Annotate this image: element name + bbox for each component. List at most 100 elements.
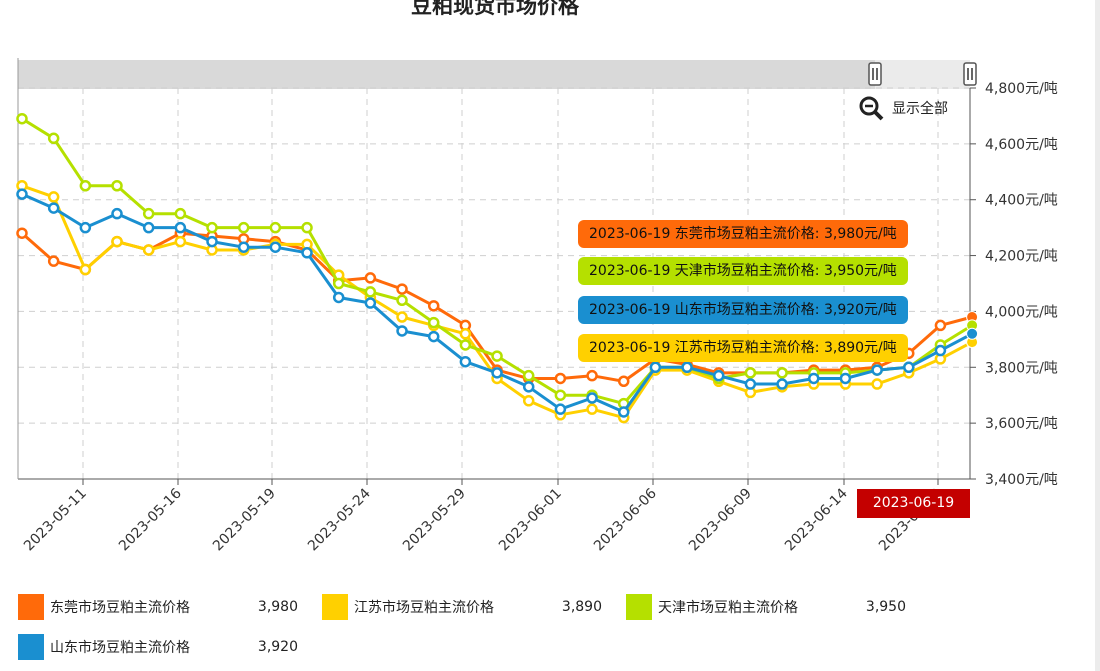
legend-swatch bbox=[18, 634, 44, 660]
data-point bbox=[111, 180, 123, 192]
data-point bbox=[586, 392, 598, 404]
data-point bbox=[776, 367, 788, 379]
zoom-track bbox=[18, 60, 970, 89]
data-point bbox=[174, 207, 187, 220]
data-point bbox=[934, 344, 947, 357]
data-point bbox=[459, 355, 472, 368]
data-point bbox=[269, 241, 282, 253]
y-tick-label: 3,600元/吨 bbox=[985, 416, 1058, 432]
data-point bbox=[871, 364, 883, 376]
data-point bbox=[79, 221, 92, 234]
legend-label: 江苏市场豆粕主流价格 bbox=[354, 600, 494, 616]
data-point bbox=[396, 294, 408, 307]
chart-title: 豆粕现货市场价格 bbox=[411, 0, 579, 18]
data-point bbox=[522, 381, 535, 393]
zoom-navigator bbox=[18, 60, 977, 89]
y-tick-label: 4,800元/吨 bbox=[985, 81, 1058, 97]
data-point bbox=[206, 235, 218, 248]
series-3 bbox=[16, 188, 979, 418]
legend-label: 山东市场豆粕主流价格 bbox=[50, 640, 190, 656]
data-point bbox=[269, 221, 282, 234]
data-point bbox=[142, 244, 155, 256]
legend-value: 3,890 bbox=[561, 599, 602, 615]
legend-value: 3,920 bbox=[257, 639, 298, 655]
data-point bbox=[744, 378, 757, 390]
data-point bbox=[111, 235, 123, 248]
data-point-highlight bbox=[966, 327, 979, 340]
data-point bbox=[47, 255, 60, 267]
x-tick-label: 2023-05-24 bbox=[305, 485, 374, 554]
data-point bbox=[142, 207, 155, 220]
data-point bbox=[364, 286, 377, 298]
data-point bbox=[427, 300, 440, 312]
data-point bbox=[79, 263, 92, 276]
data-point bbox=[617, 375, 630, 387]
zoom-window bbox=[875, 60, 970, 89]
legend-swatch bbox=[626, 594, 652, 620]
data-point bbox=[301, 247, 313, 259]
tooltip-shandong: 2023-06-19 山东市场豆粕主流价格: 3,920元/吨 bbox=[578, 296, 908, 324]
y-tick-label: 4,400元/吨 bbox=[985, 193, 1058, 209]
data-point bbox=[617, 406, 630, 418]
x-tick-label: 2023-05-11 bbox=[21, 486, 90, 555]
legend-item-jiangsu[interactable]: 江苏市场豆粕主流价格 3,890 bbox=[322, 594, 602, 620]
zoom-handle-left[interactable] bbox=[868, 62, 882, 86]
x-tick-label: 2023-05-16 bbox=[116, 485, 185, 554]
data-point bbox=[396, 325, 408, 337]
data-point bbox=[839, 372, 852, 385]
tooltip-tianjin: 2023-06-19 天津市场豆粕主流价格: 3,950元/吨 bbox=[578, 257, 908, 285]
legend-value: 3,950 bbox=[865, 599, 906, 615]
data-point bbox=[744, 367, 757, 379]
tooltip-dongguan: 2023-06-19 东莞市场豆粕主流价格: 3,980元/吨 bbox=[578, 220, 908, 248]
x-tick-label: 2023-06-01 bbox=[496, 486, 565, 555]
data-point bbox=[47, 132, 60, 145]
zoom-out-icon bbox=[859, 96, 884, 121]
data-point bbox=[554, 403, 567, 415]
data-point bbox=[871, 378, 883, 390]
data-point bbox=[712, 369, 725, 382]
data-point bbox=[111, 207, 123, 220]
grid bbox=[18, 87, 970, 479]
hover-date-badge: 2023-06-19 bbox=[857, 489, 970, 518]
data-point bbox=[47, 191, 60, 203]
data-point bbox=[491, 367, 503, 379]
data-point bbox=[459, 328, 472, 340]
handle-box bbox=[868, 62, 882, 86]
data-point bbox=[586, 403, 598, 415]
legend-item-tianjin[interactable]: 天津市场豆粕主流价格 3,950 bbox=[626, 594, 906, 620]
zoom-handle-right[interactable] bbox=[963, 62, 977, 86]
legend-item-dongguan[interactable]: 东莞市场豆粕主流价格 3,980 bbox=[18, 594, 298, 620]
legend-item-shandong[interactable]: 山东市场豆粕主流价格 3,920 bbox=[18, 634, 298, 660]
data-point bbox=[903, 361, 915, 374]
data-point bbox=[522, 395, 535, 407]
x-tick-label: 2023-05-19 bbox=[210, 486, 279, 555]
data-point bbox=[206, 221, 218, 234]
y-tick-label: 4,600元/吨 bbox=[985, 137, 1058, 153]
handle-box bbox=[963, 62, 977, 86]
legend-swatch bbox=[322, 594, 348, 620]
data-point bbox=[934, 319, 947, 332]
data-point bbox=[681, 361, 693, 374]
data-point bbox=[427, 316, 440, 329]
page-edge bbox=[1095, 0, 1100, 671]
show-all-label: 显示全部 bbox=[892, 101, 948, 117]
data-point bbox=[808, 372, 820, 385]
series-lines bbox=[16, 112, 979, 424]
y-tick-label: 4,000元/吨 bbox=[985, 304, 1058, 320]
series-2 bbox=[16, 112, 979, 410]
legend-label: 东莞市场豆粕主流价格 bbox=[50, 600, 190, 616]
legend-value: 3,980 bbox=[257, 599, 298, 615]
x-tick-label: 2023-06-09 bbox=[686, 486, 755, 555]
data-point bbox=[364, 272, 377, 284]
data-point bbox=[16, 227, 28, 239]
tooltip-jiangsu: 2023-06-19 江苏市场豆粕主流价格: 3,890元/吨 bbox=[578, 334, 908, 362]
legend-label: 天津市场豆粕主流价格 bbox=[658, 600, 798, 616]
show-all-button[interactable]: 显示全部 bbox=[858, 95, 948, 121]
data-point bbox=[396, 283, 408, 295]
data-point bbox=[237, 221, 250, 234]
data-point bbox=[47, 202, 60, 214]
data-point bbox=[586, 369, 598, 382]
legend-swatch bbox=[18, 594, 44, 620]
data-point bbox=[649, 361, 662, 374]
